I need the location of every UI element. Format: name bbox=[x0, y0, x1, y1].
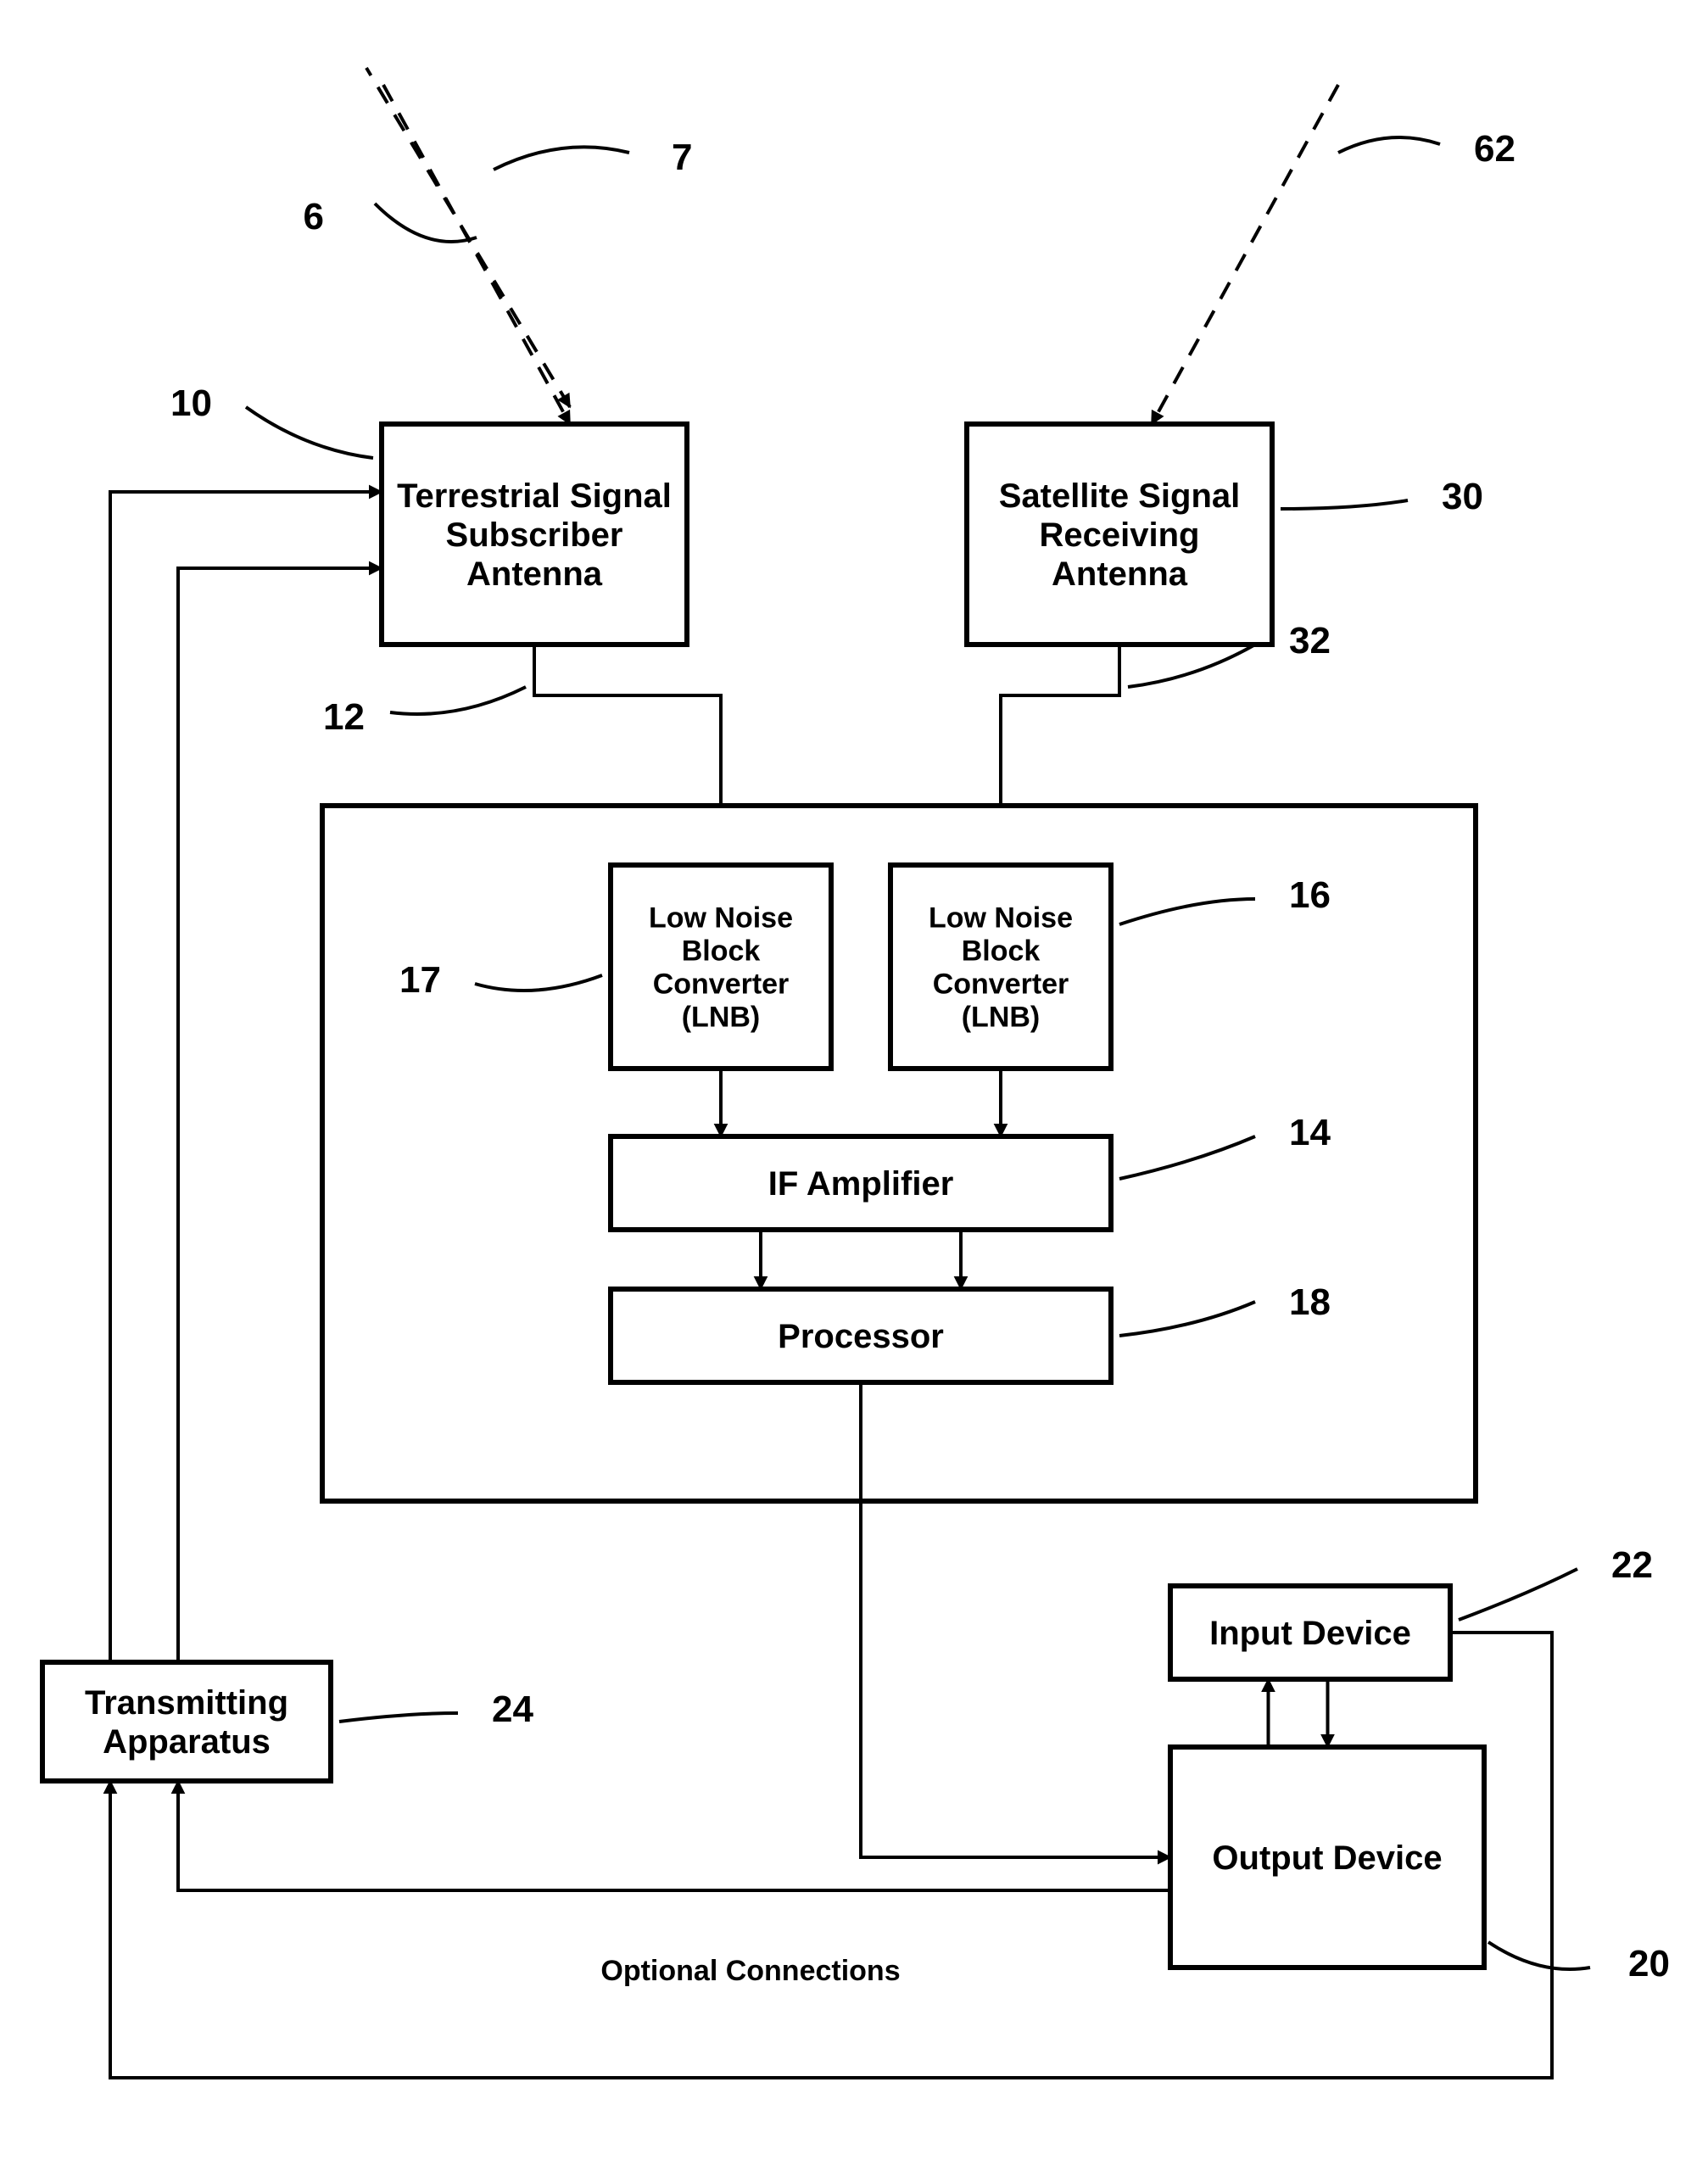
diagram-label: Input Device bbox=[1209, 1615, 1411, 1652]
diagram-connector bbox=[1281, 500, 1408, 509]
diagram-connector bbox=[1459, 1569, 1577, 1620]
diagram-label: (LNB) bbox=[962, 1002, 1041, 1034]
diagram-label: Low Noise bbox=[929, 902, 1073, 934]
diagram-label: 30 bbox=[1442, 476, 1483, 517]
diagram-label: 20 bbox=[1628, 1943, 1670, 1984]
diagram-label: Block bbox=[682, 935, 761, 967]
diagram-label: Converter bbox=[933, 968, 1069, 1000]
diagram-label: 24 bbox=[492, 1689, 533, 1730]
diagram-label: 7 bbox=[672, 137, 692, 178]
diagram-label: 16 bbox=[1289, 874, 1331, 916]
diagram-label: Output Device bbox=[1212, 1839, 1442, 1877]
diagram-label: Processor bbox=[778, 1318, 944, 1355]
diagram-label: Antenna bbox=[1052, 555, 1188, 593]
diagram-label: Satellite Signal bbox=[999, 477, 1241, 515]
diagram-connector bbox=[246, 407, 373, 458]
diagram-connector bbox=[1128, 645, 1255, 687]
diagram-label: 32 bbox=[1289, 620, 1331, 661]
diagram-label: IF Amplifier bbox=[768, 1165, 954, 1203]
diagram-connector bbox=[494, 147, 629, 170]
diagram-label: Low Noise bbox=[649, 902, 793, 934]
diagram-label: Apparatus bbox=[103, 1723, 271, 1761]
diagram-label: 14 bbox=[1289, 1112, 1331, 1153]
diagram-connector bbox=[383, 85, 570, 424]
diagram-label: 17 bbox=[399, 959, 441, 1001]
diagram-label: Converter bbox=[653, 968, 790, 1000]
diagram-label: 10 bbox=[170, 382, 212, 424]
diagram-box bbox=[42, 1662, 331, 1781]
diagram-label: Block bbox=[962, 935, 1041, 967]
diagram-label: 18 bbox=[1289, 1281, 1331, 1323]
diagram-connector bbox=[1152, 85, 1338, 424]
diagram-label: Subscriber bbox=[446, 516, 623, 554]
diagram-label: Optional Connections bbox=[600, 1955, 900, 1987]
diagram-label: Terrestrial Signal bbox=[397, 477, 672, 515]
diagram-label: (LNB) bbox=[682, 1002, 761, 1034]
diagram-connector bbox=[375, 204, 477, 242]
diagram-label: 12 bbox=[323, 696, 365, 738]
diagram-label: 62 bbox=[1474, 128, 1515, 170]
diagram-label: Transmitting bbox=[85, 1684, 288, 1722]
diagram-label: Receiving bbox=[1040, 516, 1200, 554]
diagram-connector bbox=[178, 1781, 1170, 1890]
diagram-connector bbox=[390, 687, 526, 714]
diagram-label: 22 bbox=[1611, 1544, 1653, 1586]
diagram-label: 6 bbox=[304, 196, 324, 237]
diagram-connector bbox=[1488, 1942, 1590, 1969]
diagram-connector bbox=[1338, 137, 1440, 153]
diagram-connector bbox=[339, 1713, 458, 1722]
diagram-label: Antenna bbox=[466, 555, 603, 593]
